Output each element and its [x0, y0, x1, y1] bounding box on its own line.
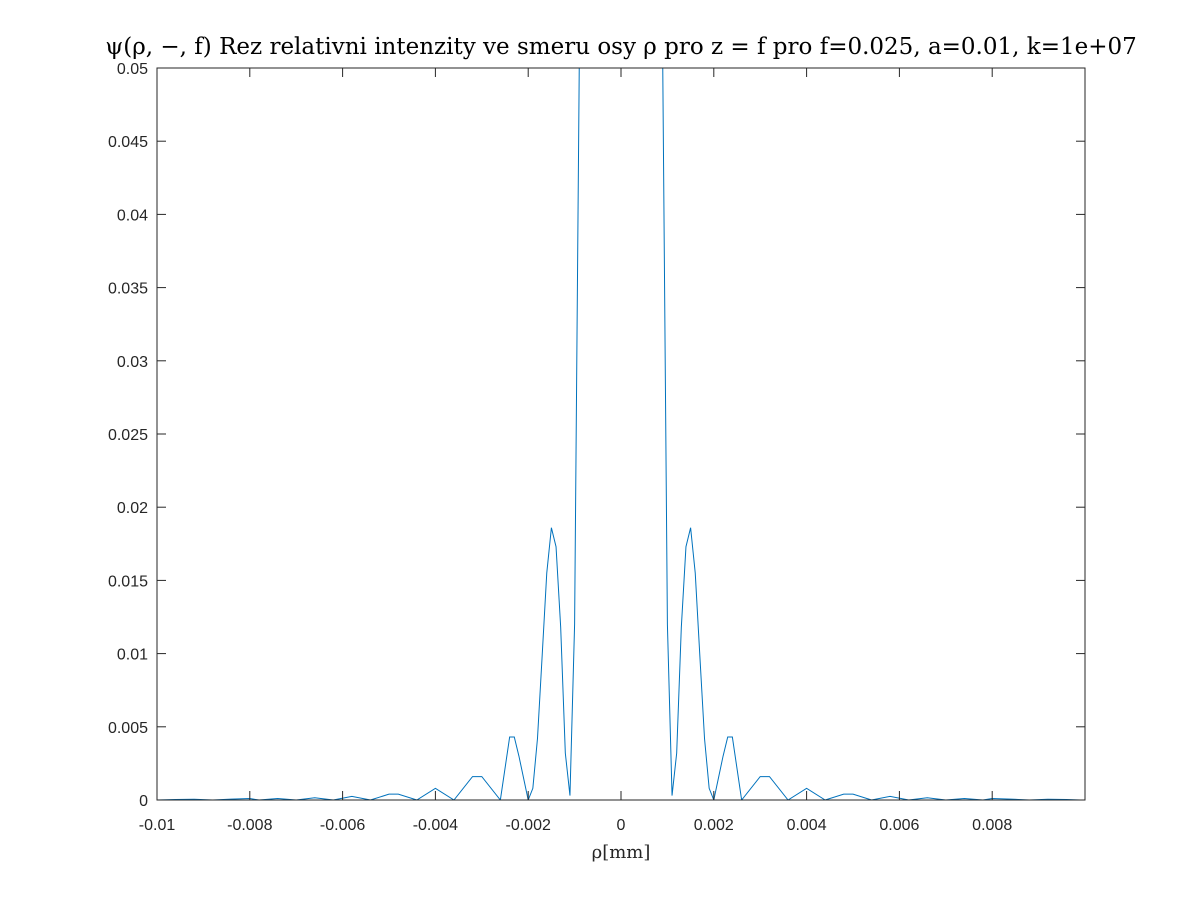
x-tick-label: 0: [617, 817, 626, 834]
y-tick-label: 0.03: [117, 354, 148, 371]
x-tick-label: 0.004: [787, 817, 827, 834]
x-axis-label: ρ[mm]: [592, 842, 651, 863]
x-tick-label: -0.01: [139, 817, 176, 834]
data-series-line: [157, 68, 1081, 800]
y-tick-label: 0.015: [108, 573, 148, 590]
y-tick-label: 0.045: [108, 134, 148, 151]
plot-area: -0.01 -0.008 -0.006 -0.004 -0.002 0 0.002 0.004…: [108, 61, 1086, 834]
plot-background: [157, 68, 1085, 800]
y-tick-label: 0.025: [108, 427, 148, 444]
x-tick-label: 0.008: [972, 817, 1012, 834]
x-tick-label: -0.006: [320, 817, 365, 834]
y-tick-label: 0.04: [117, 207, 148, 224]
x-tick-label: 0.006: [879, 817, 919, 834]
y-tick-label: 0.005: [108, 720, 148, 737]
x-tick-label: 0.002: [694, 817, 734, 834]
x-tick-label: -0.004: [413, 817, 458, 834]
y-tick-label: 0.02: [117, 500, 148, 517]
y-tick-label: 0.035: [108, 281, 148, 298]
y-tick-label: 0.05: [117, 61, 148, 78]
x-tick-label: -0.008: [227, 817, 272, 834]
x-tick-label: -0.002: [506, 817, 551, 834]
y-tick-label: 0.01: [117, 647, 148, 664]
chart-title: ψ(ρ, −, f) Rez relativni intenzity ve sm…: [105, 34, 1137, 60]
y-tick-label: 0: [139, 793, 148, 810]
